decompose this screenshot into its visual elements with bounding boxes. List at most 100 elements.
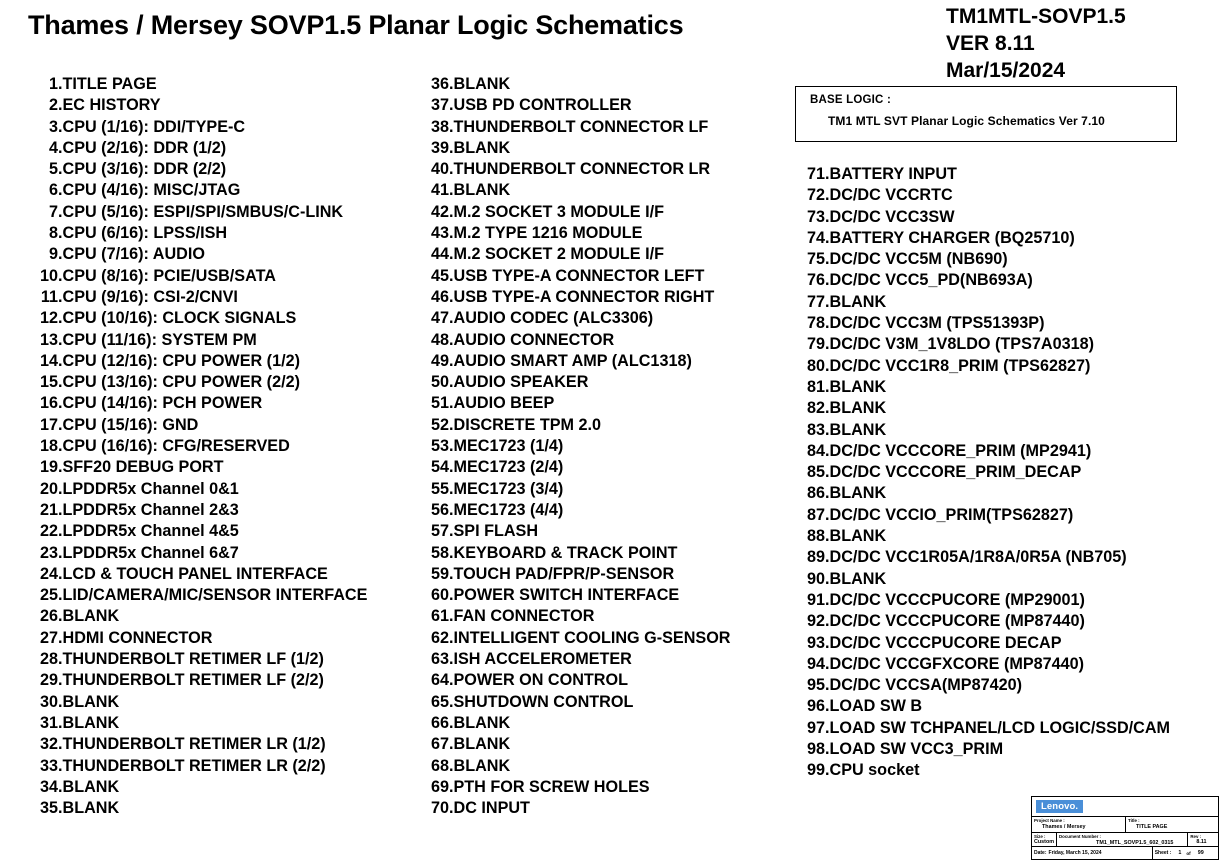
index-entry[interactable]: 21. LPDDR5x Channel 2&3 [20, 500, 420, 521]
index-entry[interactable]: 62. INTELLIGENT COOLING G-SENSOR [424, 628, 796, 649]
index-entry[interactable]: 84. DC/DC VCCCORE_PRIM (MP2941) [800, 441, 1219, 462]
index-entry[interactable]: 5. CPU (3/16): DDR (2/2) [20, 159, 420, 180]
index-entry[interactable]: 19. SFF20 DEBUG PORT [20, 457, 420, 478]
index-entry[interactable]: 72. DC/DC VCCRTC [800, 185, 1219, 206]
index-entry[interactable]: 15. CPU (13/16): CPU POWER (2/2) [20, 372, 420, 393]
index-entry[interactable]: 67. BLANK [424, 734, 796, 755]
index-entry[interactable]: 88. BLANK [800, 526, 1219, 547]
index-entry[interactable]: 89. DC/DC VCC1R05A/1R8A/0R5A (NB705) [800, 547, 1219, 568]
index-entry[interactable]: 78. DC/DC VCC3M (TPS51393P) [800, 313, 1219, 334]
index-entry[interactable]: 90. BLANK [800, 569, 1219, 590]
index-entry[interactable]: 26. BLANK [20, 606, 420, 627]
index-entry[interactable]: 13. CPU (11/16): SYSTEM PM [20, 330, 420, 351]
index-entry[interactable]: 57. SPI FLASH [424, 521, 796, 542]
index-entry[interactable]: 83. BLANK [800, 420, 1219, 441]
index-entry[interactable]: 9. CPU (7/16): AUDIO [20, 244, 420, 265]
index-entry[interactable]: 11. CPU (9/16): CSI-2/CNVI [20, 287, 420, 308]
index-entry[interactable]: 45. USB TYPE-A CONNECTOR LEFT [424, 266, 796, 287]
index-entry[interactable]: 47. AUDIO CODEC (ALC3306) [424, 308, 796, 329]
index-entry[interactable]: 28. THUNDERBOLT RETIMER LF (1/2) [20, 649, 420, 670]
index-entry[interactable]: 17. CPU (15/16): GND [20, 415, 420, 436]
index-entry[interactable]: 71. BATTERY INPUT [800, 164, 1219, 185]
index-entry[interactable]: 32. THUNDERBOLT RETIMER LR (1/2) [20, 734, 420, 755]
index-entry[interactable]: 20. LPDDR5x Channel 0&1 [20, 479, 420, 500]
index-entry[interactable]: 95. DC/DC VCCSA(MP87420) [800, 675, 1219, 696]
index-entry[interactable]: 98. LOAD SW VCC3_PRIM [800, 739, 1219, 760]
index-entry[interactable]: 68. BLANK [424, 756, 796, 777]
index-entry[interactable]: 91. DC/DC VCCCPUCORE (MP29001) [800, 590, 1219, 611]
index-entry[interactable]: 59. TOUCH PAD/FPR/P-SENSOR [424, 564, 796, 585]
index-entry[interactable]: 6. CPU (4/16): MISC/JTAG [20, 180, 420, 201]
index-entry[interactable]: 51. AUDIO BEEP [424, 393, 796, 414]
index-entry-separator: . [449, 373, 454, 392]
index-entry[interactable]: 87. DC/DC VCCIO_PRIM(TPS62827) [800, 505, 1219, 526]
index-entry[interactable]: 49. AUDIO SMART AMP (ALC1318) [424, 351, 796, 372]
index-entry[interactable]: 58. KEYBOARD & TRACK POINT [424, 543, 796, 564]
index-entry[interactable]: 94. DC/DC VCCGFXCORE (MP87440) [800, 654, 1219, 675]
index-entry[interactable]: 29. THUNDERBOLT RETIMER LF (2/2) [20, 670, 420, 691]
index-entry[interactable]: 42. M.2 SOCKET 3 MODULE I/F [424, 202, 796, 223]
index-entry[interactable]: 44. M.2 SOCKET 2 MODULE I/F [424, 244, 796, 265]
index-entry[interactable]: 10. CPU (8/16): PCIE/USB/SATA [20, 266, 420, 287]
index-entry[interactable]: 79. DC/DC V3M_1V8LDO (TPS7A0318) [800, 334, 1219, 355]
index-entry[interactable]: 25. LID/CAMERA/MIC/SENSOR INTERFACE [20, 585, 420, 606]
index-entry[interactable]: 23. LPDDR5x Channel 6&7 [20, 543, 420, 564]
index-entry[interactable]: 16. CPU (14/16): PCH POWER [20, 393, 420, 414]
index-entry[interactable]: 52. DISCRETE TPM 2.0 [424, 415, 796, 436]
index-entry[interactable]: 74. BATTERY CHARGER (BQ25710) [800, 228, 1219, 249]
index-entry[interactable]: 37. USB PD CONTROLLER [424, 95, 796, 116]
index-entry[interactable]: 69. PTH FOR SCREW HOLES [424, 777, 796, 798]
index-entry[interactable]: 53. MEC1723 (1/4) [424, 436, 796, 457]
index-entry[interactable]: 8. CPU (6/16): LPSS/ISH [20, 223, 420, 244]
index-entry[interactable]: 80. DC/DC VCC1R8_PRIM (TPS62827) [800, 356, 1219, 377]
index-entry[interactable]: 31. BLANK [20, 713, 420, 734]
index-entry[interactable]: 1. TITLE PAGE [20, 74, 420, 95]
index-entry[interactable]: 56. MEC1723 (4/4) [424, 500, 796, 521]
index-entry[interactable]: 30. BLANK [20, 692, 420, 713]
index-entry[interactable]: 63. ISH ACCELEROMETER [424, 649, 796, 670]
index-entry[interactable]: 39. BLANK [424, 138, 796, 159]
index-entry[interactable]: 27. HDMI CONNECTOR [20, 628, 420, 649]
index-entry[interactable]: 38. THUNDERBOLT CONNECTOR LF [424, 117, 796, 138]
index-entry[interactable]: 34. BLANK [20, 777, 420, 798]
index-entry[interactable]: 7. CPU (5/16): ESPI/SPI/SMBUS/C-LINK [20, 202, 420, 223]
index-entry[interactable]: 97. LOAD SW TCHPANEL/LCD LOGIC/SSD/CAM [800, 718, 1219, 739]
index-entry[interactable]: 86. BLANK [800, 483, 1219, 504]
index-entry[interactable]: 55. MEC1723 (3/4) [424, 479, 796, 500]
index-entry[interactable]: 46. USB TYPE-A CONNECTOR RIGHT [424, 287, 796, 308]
index-entry[interactable]: 18. CPU (16/16): CFG/RESERVED [20, 436, 420, 457]
index-entry[interactable]: 76. DC/DC VCC5_PD(NB693A) [800, 270, 1219, 291]
index-entry[interactable]: 54. MEC1723 (2/4) [424, 457, 796, 478]
index-entry[interactable]: 81. BLANK [800, 377, 1219, 398]
index-entry[interactable]: 93. DC/DC VCCCPUCORE DECAP [800, 633, 1219, 654]
index-entry[interactable]: 36. BLANK [424, 74, 796, 95]
index-entry[interactable]: 24. LCD & TOUCH PANEL INTERFACE [20, 564, 420, 585]
index-entry[interactable]: 35. BLANK [20, 798, 420, 819]
index-entry[interactable]: 50. AUDIO SPEAKER [424, 372, 796, 393]
index-entry[interactable]: 65. SHUTDOWN CONTROL [424, 692, 796, 713]
index-entry[interactable]: 85. DC/DC VCCCORE_PRIM_DECAP [800, 462, 1219, 483]
index-entry[interactable]: 64. POWER ON CONTROL [424, 670, 796, 691]
index-entry[interactable]: 75. DC/DC VCC5M (NB690) [800, 249, 1219, 270]
index-entry[interactable]: 61. FAN CONNECTOR [424, 606, 796, 627]
index-entry[interactable]: 3. CPU (1/16): DDI/TYPE-C [20, 117, 420, 138]
index-entry[interactable]: 2. EC HISTORY [20, 95, 420, 116]
index-entry[interactable]: 40. THUNDERBOLT CONNECTOR LR [424, 159, 796, 180]
index-entry[interactable]: 4. CPU (2/16): DDR (1/2) [20, 138, 420, 159]
index-entry[interactable]: 66. BLANK [424, 713, 796, 734]
index-entry[interactable]: 73. DC/DC VCC3SW [800, 207, 1219, 228]
index-entry[interactable]: 92. DC/DC VCCCPUCORE (MP87440) [800, 611, 1219, 632]
index-entry[interactable]: 99. CPU socket [800, 760, 1219, 781]
index-entry[interactable]: 60. POWER SWITCH INTERFACE [424, 585, 796, 606]
index-entry[interactable]: 77. BLANK [800, 292, 1219, 313]
index-entry[interactable]: 22. LPDDR5x Channel 4&5 [20, 521, 420, 542]
index-entry[interactable]: 43. M.2 TYPE 1216 MODULE [424, 223, 796, 244]
index-entry[interactable]: 70. DC INPUT [424, 798, 796, 819]
index-entry[interactable]: 48. AUDIO CONNECTOR [424, 330, 796, 351]
index-entry[interactable]: 82. BLANK [800, 398, 1219, 419]
index-entry[interactable]: 41. BLANK [424, 180, 796, 201]
index-entry[interactable]: 33. THUNDERBOLT RETIMER LR (2/2) [20, 756, 420, 777]
index-entry[interactable]: 14. CPU (12/16): CPU POWER (1/2) [20, 351, 420, 372]
index-entry[interactable]: 12. CPU (10/16): CLOCK SIGNALS [20, 308, 420, 329]
index-entry[interactable]: 96. LOAD SW B [800, 696, 1219, 717]
